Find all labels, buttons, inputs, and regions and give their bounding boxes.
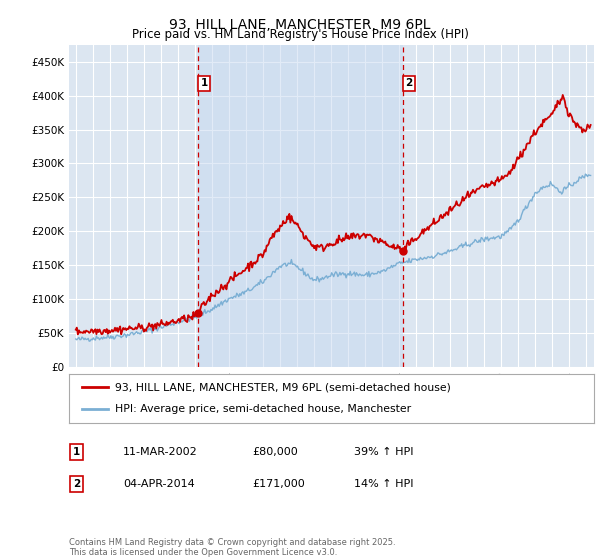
Text: Contains HM Land Registry data © Crown copyright and database right 2025.
This d: Contains HM Land Registry data © Crown c… [69, 538, 395, 557]
Text: £171,000: £171,000 [252, 479, 305, 489]
Text: 1: 1 [73, 447, 80, 457]
Text: 93, HILL LANE, MANCHESTER, M9 6PL (semi-detached house): 93, HILL LANE, MANCHESTER, M9 6PL (semi-… [115, 382, 451, 393]
Text: 11-MAR-2002: 11-MAR-2002 [123, 447, 198, 457]
Text: £80,000: £80,000 [252, 447, 298, 457]
Text: Price paid vs. HM Land Registry's House Price Index (HPI): Price paid vs. HM Land Registry's House … [131, 28, 469, 41]
Text: 2: 2 [406, 78, 413, 88]
Text: 14% ↑ HPI: 14% ↑ HPI [354, 479, 413, 489]
Text: 2: 2 [73, 479, 80, 489]
Text: HPI: Average price, semi-detached house, Manchester: HPI: Average price, semi-detached house,… [115, 404, 412, 414]
Text: 39% ↑ HPI: 39% ↑ HPI [354, 447, 413, 457]
Text: 1: 1 [200, 78, 208, 88]
Text: 04-APR-2014: 04-APR-2014 [123, 479, 195, 489]
Text: 93, HILL LANE, MANCHESTER, M9 6PL: 93, HILL LANE, MANCHESTER, M9 6PL [169, 18, 431, 32]
Bar [198, 45, 403, 367]
